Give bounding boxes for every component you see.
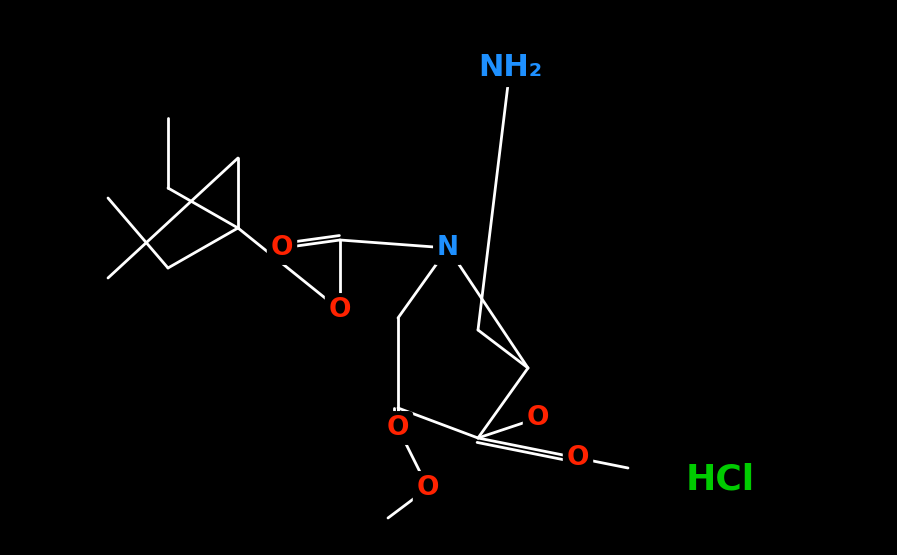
Text: O: O	[387, 415, 409, 441]
Text: O: O	[328, 297, 352, 323]
Text: O: O	[527, 405, 549, 431]
Text: N: N	[437, 235, 459, 261]
Text: NH₂: NH₂	[478, 53, 542, 83]
Text: O: O	[417, 475, 440, 501]
Text: O: O	[271, 235, 293, 261]
Text: HCl: HCl	[685, 463, 754, 497]
Text: O: O	[567, 445, 589, 471]
